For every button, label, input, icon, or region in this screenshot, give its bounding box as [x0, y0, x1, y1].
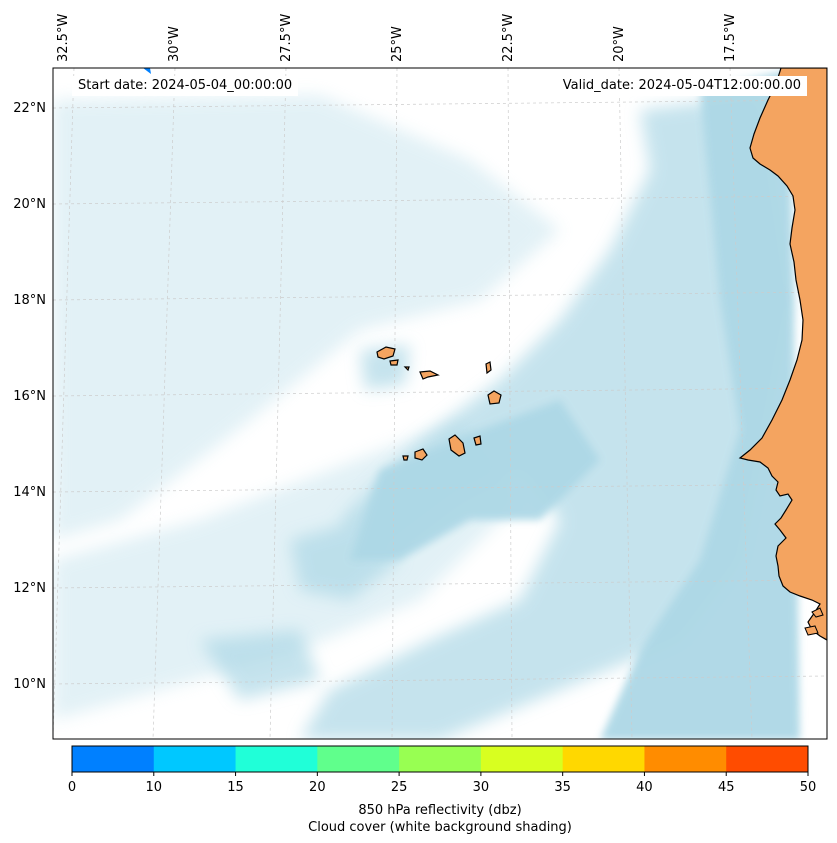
colorbar-tick-label: 0 [68, 780, 76, 795]
colorbar-tick-label: 30 [473, 780, 490, 795]
colorbar-label: 850 hPa reflectivity (dbz) [358, 803, 521, 818]
lon-label: 17.5°W [723, 14, 738, 62]
valid-date-label: Valid_date: 2024-05-04T12:00:00.00 [556, 76, 807, 96]
graticule [53, 68, 827, 739]
colorbar-tick-label: 15 [227, 780, 244, 795]
island-santiago [448, 434, 466, 457]
colorbar-segment [480, 746, 564, 772]
colorbar-tick-label: 45 [718, 780, 735, 795]
colorbar-segment [317, 746, 400, 772]
reflectivity-blip [143, 68, 151, 74]
start-date-label: Start date: 2024-05-04_00:00:00 [72, 76, 299, 96]
colorbar-segment [644, 746, 727, 772]
lon-label: 25°W [390, 26, 405, 62]
colorbar-segment [726, 746, 809, 772]
colorbar-segment [562, 746, 645, 772]
colorbar-tick-label: 25 [391, 780, 408, 795]
colorbar-ticks: 0 10 15 20 25 30 35 40 45 50 [68, 772, 816, 795]
lat-label: 16°N [13, 389, 46, 404]
colorbar-tick-label: 50 [800, 780, 817, 795]
island-boa-vista [487, 390, 502, 405]
island-brava [402, 455, 409, 461]
island-santa-luzia [403, 366, 410, 372]
latitude-labels: 22°N 20°N 18°N 16°N 14°N 12°N 10°N [13, 101, 46, 692]
map-frame [52, 67, 828, 740]
lon-label: 20°W [612, 26, 627, 62]
bijagos-island-2 [811, 607, 824, 618]
island-sao-vicente [389, 359, 399, 366]
colorbar-border [71, 745, 809, 773]
lon-label: 30°W [167, 26, 182, 62]
lat-label: 12°N [13, 581, 46, 596]
island-sao-nicolau [419, 370, 440, 380]
lon-label: 27.5°W [279, 14, 294, 62]
colorbar-tick-label: 35 [554, 780, 571, 795]
island-maio [473, 435, 482, 446]
colorbar-segment [153, 746, 237, 772]
lat-label: 22°N [13, 101, 46, 116]
bijagos-island [804, 625, 819, 636]
colorbar-tick-label: 10 [146, 780, 163, 795]
colorbar-segment [399, 746, 482, 772]
lon-label: 32.5°W [56, 14, 71, 62]
island-santo-antao [376, 346, 396, 360]
colorbar-tick-label: 40 [636, 780, 653, 795]
cape-verde-islands [376, 346, 502, 461]
lat-label: 14°N [13, 485, 46, 500]
island-fogo [414, 448, 428, 461]
lat-label: 20°N [13, 197, 46, 212]
longitude-labels: 32.5°W 30°W 27.5°W 25°W 22.5°W 20°W 17.5… [56, 14, 738, 62]
colorbar [71, 745, 809, 773]
lat-label: 18°N [13, 293, 46, 308]
colorbar-segment [72, 746, 155, 772]
colorbar-segment [235, 746, 318, 772]
africa-land [738, 68, 827, 641]
cloud-cover-shading [53, 70, 800, 739]
colorbar-tick-label: 20 [309, 780, 326, 795]
island-sal [485, 361, 492, 375]
lat-label: 10°N [13, 677, 46, 692]
lon-label: 22.5°W [501, 14, 516, 62]
colorbar-sublabel: Cloud cover (white background shading) [308, 820, 572, 835]
